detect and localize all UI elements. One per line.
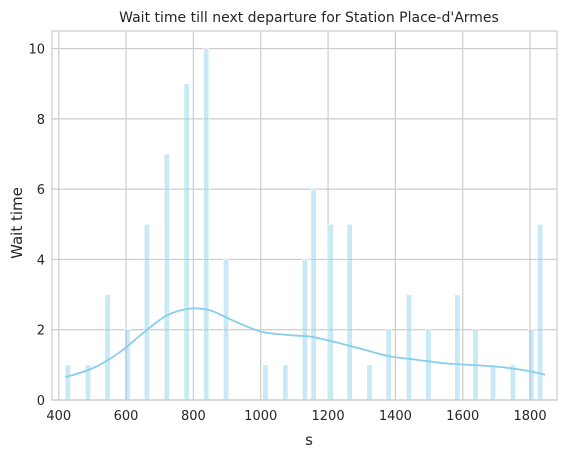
- histogram-bar: [104, 294, 111, 401]
- histogram-bar: [183, 83, 190, 401]
- histogram-bar: [282, 364, 289, 401]
- histogram-bar: [366, 364, 373, 401]
- histogram-bar: [223, 259, 230, 401]
- x-axis-label: s: [305, 431, 313, 449]
- histogram-bar: [301, 259, 308, 401]
- kde-layer: [65, 307, 546, 379]
- histogram-bar: [143, 223, 150, 401]
- histogram-bar: [64, 364, 71, 401]
- histogram-bar: [509, 364, 516, 401]
- histogram-bar: [454, 294, 461, 401]
- histogram-bar: [528, 329, 535, 401]
- y-tick-label: 2: [37, 324, 45, 339]
- y-tick-label: 4: [37, 253, 45, 268]
- histogram-bar: [385, 329, 392, 401]
- x-tick-label: 400: [46, 409, 71, 424]
- x-tick-label: 1000: [244, 409, 277, 424]
- histogram-bar: [163, 153, 170, 401]
- y-tick-label: 10: [28, 43, 45, 58]
- x-tick-label: 800: [181, 409, 206, 424]
- histogram-bar: [124, 329, 131, 401]
- histogram-bar: [327, 223, 334, 401]
- x-tick-label: 1800: [514, 409, 547, 424]
- histogram-bar: [490, 364, 497, 401]
- plot-frame: [51, 30, 558, 401]
- histogram-bar: [203, 48, 210, 401]
- y-tick-labels: 0 2 4 6 8 10: [28, 43, 45, 409]
- y-tick-label: 8: [37, 113, 45, 128]
- plot-border: [51, 30, 558, 401]
- x-tick-label: 600: [114, 409, 139, 424]
- y-tick-label: 0: [37, 394, 45, 409]
- chart-title: Wait time till next departure for Statio…: [119, 10, 499, 26]
- y-tick-label: 6: [37, 183, 45, 198]
- histogram-bar: [310, 188, 317, 401]
- histogram-bar: [262, 364, 269, 401]
- histogram-bar: [425, 329, 432, 401]
- grid-layer: [52, 31, 557, 401]
- x-tick-label: 1600: [446, 409, 479, 424]
- x-tick-labels: 400 600 800 1000 1200 1400 1600 1800: [46, 409, 546, 424]
- x-tick-label: 1400: [379, 409, 412, 424]
- histogram-bar: [405, 294, 412, 401]
- histogram-bar: [346, 223, 353, 401]
- x-tick-label: 1200: [312, 409, 345, 424]
- kde-line: [65, 307, 546, 379]
- bar-layer: [64, 48, 544, 401]
- y-axis-label: Wait time: [8, 187, 26, 259]
